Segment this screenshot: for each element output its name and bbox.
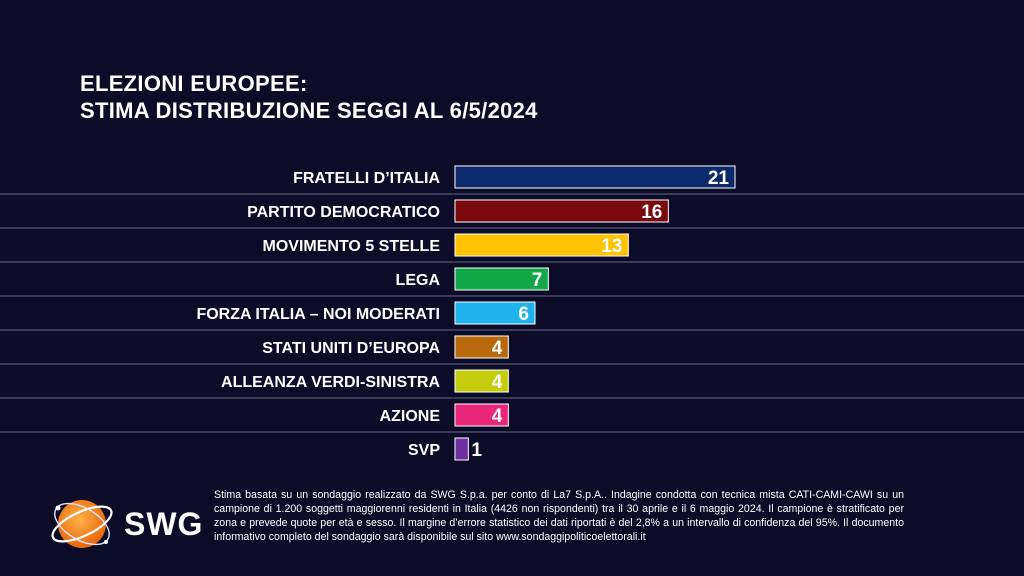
title-line-1: ELEZIONI EUROPEE: <box>80 71 308 96</box>
swg-globe-icon <box>51 500 113 548</box>
category-label: PARTITO DEMOCRATICO <box>247 204 440 221</box>
data-label: 4 <box>492 406 503 427</box>
swg-logo: SWG <box>44 488 204 558</box>
bar <box>454 165 736 189</box>
data-label: 4 <box>492 338 503 359</box>
category-label: LEGA <box>396 272 441 289</box>
methodology-note: Stima basata su un sondaggio realizzato … <box>214 489 904 543</box>
category-label: SVP <box>408 442 440 459</box>
title-line-2: STIMA DISTRIBUZIONE SEGGI AL 6/5/2024 <box>80 98 538 123</box>
chart-title: ELEZIONI EUROPEE: STIMA DISTRIBUZIONE SE… <box>80 70 538 124</box>
data-label: 7 <box>532 270 543 291</box>
bar <box>454 199 669 223</box>
bar <box>454 437 469 461</box>
bar <box>454 267 549 291</box>
bar <box>454 335 509 359</box>
data-label: 16 <box>641 202 662 223</box>
data-label: 1 <box>471 440 482 461</box>
data-label: 4 <box>492 372 503 393</box>
data-label: 21 <box>708 168 730 189</box>
bar <box>454 369 509 393</box>
category-label: STATI UNITI D’EUROPA <box>262 340 440 357</box>
category-label: AZIONE <box>380 408 441 425</box>
logo-text: SWG <box>124 506 204 542</box>
footer: SWG Stima basata su un sondaggio realizz… <box>0 480 1024 576</box>
category-label: ALLEANZA VERDI-SINISTRA <box>221 374 440 391</box>
data-label: 13 <box>601 236 622 257</box>
bar <box>454 301 536 325</box>
category-label: FRATELLI D’ITALIA <box>293 170 440 187</box>
data-label: 6 <box>518 304 529 325</box>
bar <box>454 403 509 427</box>
bar <box>454 233 629 257</box>
category-label: FORZA ITALIA – NOI MODERATI <box>196 306 440 323</box>
category-label: MOVIMENTO 5 STELLE <box>263 238 441 255</box>
